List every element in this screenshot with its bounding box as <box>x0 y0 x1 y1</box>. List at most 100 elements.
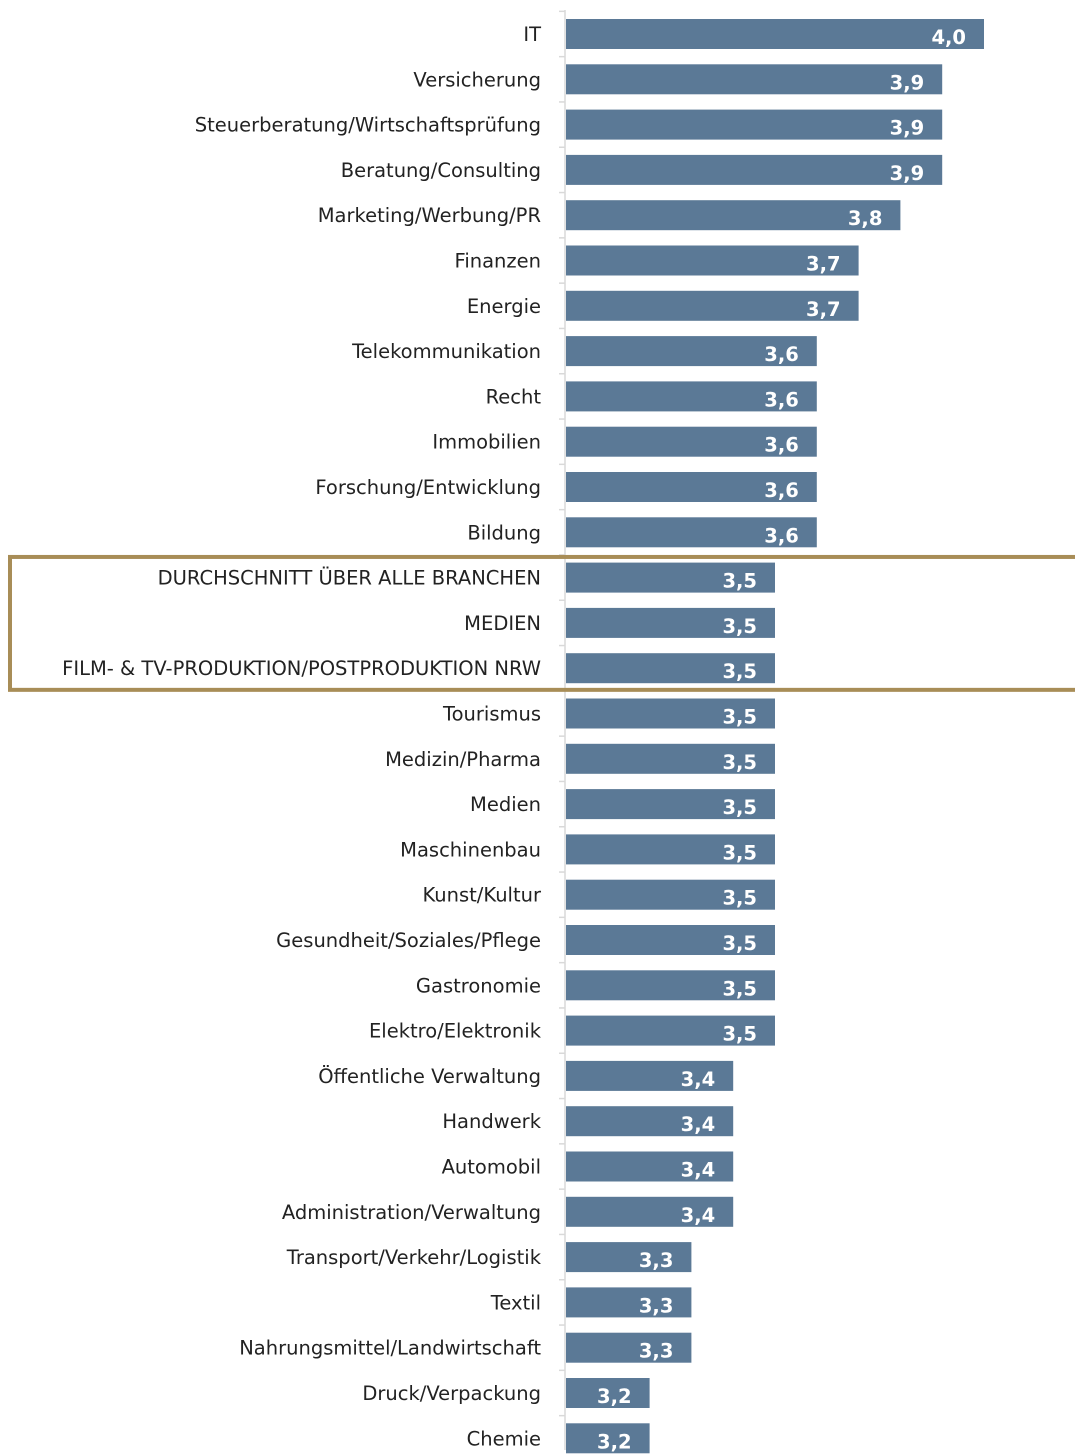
category-label: Gastronomie <box>416 974 541 997</box>
data-label: 3,9 <box>890 162 925 185</box>
bar <box>566 19 984 49</box>
data-label: 3,5 <box>722 751 757 774</box>
category-label: Versicherung <box>413 68 541 91</box>
data-label: 3,4 <box>681 1204 716 1227</box>
category-label: Automobil <box>442 1156 541 1179</box>
bar <box>566 1060 734 1091</box>
category-label: Nahrungsmittel/Landwirtschaft <box>239 1337 541 1360</box>
category-label: Recht <box>486 385 542 408</box>
data-label: 3,4 <box>681 1159 716 1182</box>
bar <box>566 245 859 276</box>
data-label: 3,7 <box>806 253 841 276</box>
data-label: 3,3 <box>639 1294 674 1317</box>
data-label: 3,5 <box>722 615 757 638</box>
bar <box>566 1196 734 1227</box>
bar <box>566 517 817 548</box>
bar <box>566 472 817 502</box>
data-label: 3,4 <box>681 1113 716 1136</box>
data-label: 3,6 <box>764 343 799 366</box>
data-label: 3,4 <box>681 1068 716 1091</box>
bar <box>566 562 775 593</box>
category-label: IT <box>523 23 541 46</box>
bars-layer <box>566 19 984 1454</box>
category-label: Telekommunikation <box>351 340 541 363</box>
data-label: 3,5 <box>722 570 757 593</box>
bar <box>566 970 775 1001</box>
bar <box>566 925 775 955</box>
category-label: DURCHSCHNITT ÜBER ALLE BRANCHEN <box>158 567 541 590</box>
data-label: 3,5 <box>722 796 757 819</box>
bar <box>566 1378 650 1408</box>
bar <box>566 834 775 865</box>
data-label: 3,6 <box>764 479 799 502</box>
data-label: 3,7 <box>806 298 841 321</box>
bar <box>566 109 943 140</box>
highlight-frame <box>8 554 1075 692</box>
data-label: 3,2 <box>597 1430 632 1453</box>
category-label: Forschung/Entwicklung <box>315 476 541 499</box>
bar <box>566 64 943 95</box>
bar <box>566 1242 692 1273</box>
bar <box>566 381 817 412</box>
data-label: 3,2 <box>597 1385 632 1408</box>
category-label: Öffentliche Verwaltung <box>318 1065 541 1088</box>
data-label: 3,6 <box>764 524 799 547</box>
bar <box>566 789 775 820</box>
category-label: Bildung <box>467 521 541 544</box>
data-label: 3,5 <box>722 841 757 864</box>
data-label: 3,5 <box>722 977 757 1000</box>
category-label: Elektro/Elektronik <box>369 1020 542 1043</box>
bar <box>566 200 901 231</box>
data-label: 3,8 <box>848 207 883 230</box>
bar <box>566 1332 692 1363</box>
data-label: 3,6 <box>764 434 799 457</box>
data-label: 3,5 <box>722 660 757 683</box>
data-label: 3,6 <box>764 388 799 411</box>
data-label: 3,9 <box>890 71 925 94</box>
highlight-layer <box>8 554 1075 692</box>
category-label: Kunst/Kultur <box>422 884 542 907</box>
bar <box>566 653 775 684</box>
category-label: Transport/Verkehr/Logistik <box>286 1246 542 1269</box>
category-label: Textil <box>490 1291 541 1314</box>
data-label: 3,5 <box>722 1023 757 1046</box>
bar <box>566 1423 650 1454</box>
bar <box>566 154 943 185</box>
category-label: Marketing/Werbung/PR <box>318 204 541 227</box>
category-label: Gesundheit/Soziales/Pflege <box>276 929 541 952</box>
axis-layer <box>559 10 566 1450</box>
category-label: Beratung/Consulting <box>341 159 541 182</box>
bar <box>566 1106 734 1137</box>
bar <box>566 1151 734 1182</box>
category-label: Energie <box>467 295 541 318</box>
category-label: Administration/Verwaltung <box>282 1201 541 1224</box>
bar <box>566 290 859 321</box>
category-label: FILM- & TV-PRODUKTION/POSTPRODUKTION NRW <box>62 657 541 680</box>
data-label: 3,3 <box>639 1249 674 1272</box>
bar <box>566 743 775 774</box>
data-label: 4,0 <box>931 26 966 49</box>
category-label: Finanzen <box>455 250 541 273</box>
data-label: 3,9 <box>890 117 925 140</box>
category-label: Druck/Verpackung <box>362 1382 541 1405</box>
bar <box>566 607 775 638</box>
category-label: Medien <box>470 793 541 816</box>
data-label: 3,5 <box>722 887 757 910</box>
category-label: Steuerberatung/Wirtschaftsprüfung <box>195 114 541 137</box>
category-label: Immobilien <box>432 431 541 454</box>
category-label: Handwerk <box>442 1110 541 1133</box>
bar <box>566 336 817 367</box>
data-label: 3,5 <box>722 932 757 955</box>
data-label: 3,3 <box>639 1340 674 1363</box>
labels-layer: IT 4,0 Versicherung 3,9 Steuerberatung/Wirts… <box>62 23 966 1453</box>
category-label: MEDIEN <box>464 612 541 635</box>
bar <box>566 1015 775 1046</box>
category-label: Chemie <box>467 1427 541 1450</box>
bar <box>566 879 775 910</box>
bar <box>566 1287 692 1318</box>
data-label: 3,5 <box>722 706 757 729</box>
category-label: Medizin/Pharma <box>385 748 541 771</box>
category-label: Maschinenbau <box>400 838 541 861</box>
bar <box>566 426 817 457</box>
